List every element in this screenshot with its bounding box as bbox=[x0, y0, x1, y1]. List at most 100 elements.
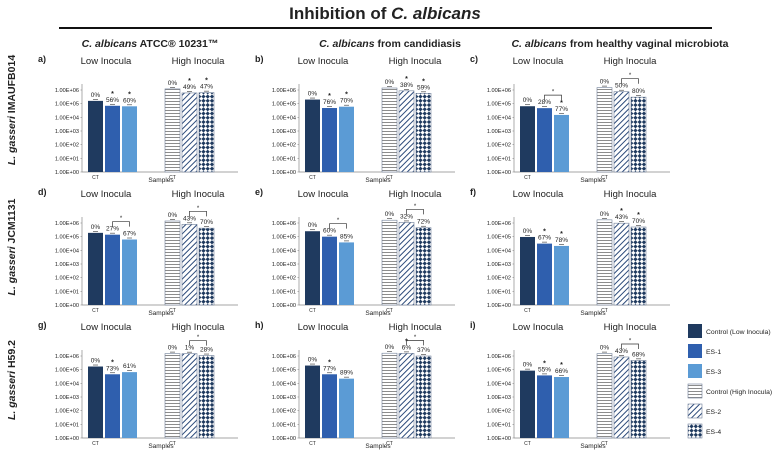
low-percent-label: 67% bbox=[538, 235, 551, 242]
y-tick-label: 1.00E+00 bbox=[487, 303, 511, 309]
low-bar bbox=[537, 375, 552, 438]
panel-e: e) Low Inocula High Inocula 1.00E+00 1.00E+0… bbox=[255, 187, 455, 317]
high-bar bbox=[164, 353, 181, 439]
y-tick-label: 1.00E+04 bbox=[487, 248, 511, 254]
y-tick-label: 1.00E+06 bbox=[487, 88, 511, 94]
x-category-label: CT bbox=[386, 441, 393, 447]
significance-star: * bbox=[405, 76, 408, 83]
x-axis-title: Samples bbox=[148, 177, 174, 184]
x-category-label: CT bbox=[386, 175, 393, 181]
y-tick-label: 1.00E+02 bbox=[487, 143, 511, 149]
low-bar bbox=[520, 236, 535, 305]
high-bar bbox=[613, 91, 630, 173]
legend-item-2: ES-1 bbox=[688, 344, 721, 358]
legend-swatch bbox=[687, 383, 703, 399]
high-percent-label: 72% bbox=[417, 219, 430, 226]
x-category-label: CT bbox=[92, 175, 99, 181]
high-inocula-label: High Inocula bbox=[172, 322, 226, 333]
y-tick-label: 1.00E+00 bbox=[487, 170, 511, 176]
figure-title: Inhibition of C. albicans bbox=[289, 4, 481, 23]
high-percent-label: 70% bbox=[200, 219, 213, 226]
comparison-bracket bbox=[621, 343, 639, 349]
legend-item-5: ES-2 bbox=[687, 403, 721, 419]
bracket-star: * bbox=[197, 206, 200, 212]
column-header-rest: from candidiasis bbox=[375, 38, 462, 50]
y-tick-label: 1.00E+06 bbox=[55, 221, 79, 227]
y-tick-label: 1.00E+03 bbox=[55, 395, 79, 401]
legend-item-3: ES-3 bbox=[688, 364, 721, 378]
comparison-bracket bbox=[329, 223, 347, 229]
x-category-label: CT bbox=[386, 308, 393, 314]
high-percent-label: 0% bbox=[385, 344, 395, 351]
row-header-strain: H59.2 bbox=[6, 340, 18, 371]
panel-letter: e) bbox=[255, 187, 263, 197]
high-bar bbox=[181, 353, 198, 439]
significance-star: * bbox=[560, 362, 563, 369]
significance-star: * bbox=[188, 78, 191, 85]
low-bar bbox=[339, 378, 354, 438]
high-bar bbox=[181, 92, 198, 173]
low-percent-label: 85% bbox=[340, 233, 353, 240]
y-tick-label: 1.00E+04 bbox=[272, 248, 296, 254]
low-bar bbox=[322, 374, 337, 438]
column-headers: C. albicans ATCC® 10231™ C. albicans from… bbox=[82, 38, 729, 50]
significance-star: * bbox=[560, 231, 563, 238]
panel-letter: i) bbox=[470, 320, 476, 330]
panel-f: f) Low Inocula High Inocula 1.00E+00 1.00E+0… bbox=[470, 187, 670, 317]
high-percent-label: 0% bbox=[600, 345, 610, 352]
high-percent-label: 0% bbox=[385, 79, 395, 86]
x-axis-title: Samples bbox=[365, 310, 391, 317]
bracket-star: * bbox=[414, 335, 417, 341]
legend-label: Control (Low Inocula) bbox=[706, 329, 771, 336]
panel-c: c) Low Inocula High Inocula 1.00E+00 1.00E+0… bbox=[470, 54, 670, 184]
row-header-species: L. gasseri bbox=[6, 245, 18, 295]
figure-title-species: C. albicans bbox=[391, 4, 481, 23]
low-bar bbox=[105, 234, 120, 305]
high-bar bbox=[164, 88, 181, 173]
x-axis-title: Samples bbox=[365, 177, 391, 184]
low-percent-label: 0% bbox=[523, 362, 533, 369]
row-header-strain: IMAUFB014 bbox=[6, 55, 18, 116]
low-percent-label: 0% bbox=[523, 228, 533, 235]
low-percent-label: 73% bbox=[106, 365, 119, 372]
panel-letter: d) bbox=[38, 187, 47, 197]
high-bar bbox=[596, 353, 613, 439]
column-header-species: C. albicans bbox=[319, 38, 375, 50]
panel-letter: h) bbox=[255, 320, 264, 330]
significance-star: * bbox=[543, 360, 546, 367]
low-bar bbox=[520, 370, 535, 438]
legend-item-6: ES-4 bbox=[687, 423, 721, 439]
y-tick-label: 1.00E+05 bbox=[272, 102, 296, 108]
y-tick-label: 1.00E+03 bbox=[487, 129, 511, 135]
y-tick-label: 1.00E+06 bbox=[272, 221, 296, 227]
y-tick-label: 1.00E+01 bbox=[487, 289, 511, 295]
legend-swatch bbox=[687, 403, 703, 419]
y-tick-label: 1.00E+05 bbox=[55, 102, 79, 108]
column-header-species: C. albicans bbox=[511, 38, 567, 50]
low-percent-label: 77% bbox=[323, 365, 336, 372]
high-inocula-label: High Inocula bbox=[389, 189, 443, 200]
legend-item-1: Control (Low Inocula) bbox=[688, 324, 771, 338]
high-bar bbox=[398, 353, 415, 439]
comparison-bracket bbox=[621, 78, 639, 84]
low-inocula-label: Low Inocula bbox=[81, 189, 132, 200]
x-category-label: CT bbox=[601, 175, 608, 181]
high-percent-label: 0% bbox=[168, 80, 178, 87]
significance-star: * bbox=[620, 208, 623, 215]
y-tick-label: 1.00E+04 bbox=[55, 248, 79, 254]
high-inocula-label: High Inocula bbox=[172, 189, 226, 200]
high-percent-label: 28% bbox=[200, 347, 213, 354]
low-bar bbox=[537, 243, 552, 305]
y-tick-label: 1.00E+05 bbox=[487, 368, 511, 374]
panels: a) Low Inocula High Inocula 1.00E+00 1.00E+0… bbox=[38, 54, 670, 450]
significance-star: * bbox=[328, 93, 331, 100]
y-tick-label: 1.00E+03 bbox=[272, 129, 296, 135]
y-tick-label: 1.00E+02 bbox=[272, 143, 296, 149]
low-percent-label: 0% bbox=[308, 222, 318, 229]
low-percent-label: 0% bbox=[523, 97, 533, 104]
legend-label: Control (High Inocula) bbox=[706, 389, 772, 396]
x-category-label: CT bbox=[169, 441, 176, 447]
low-bar bbox=[305, 365, 320, 438]
y-tick-label: 1.00E+05 bbox=[272, 235, 296, 241]
